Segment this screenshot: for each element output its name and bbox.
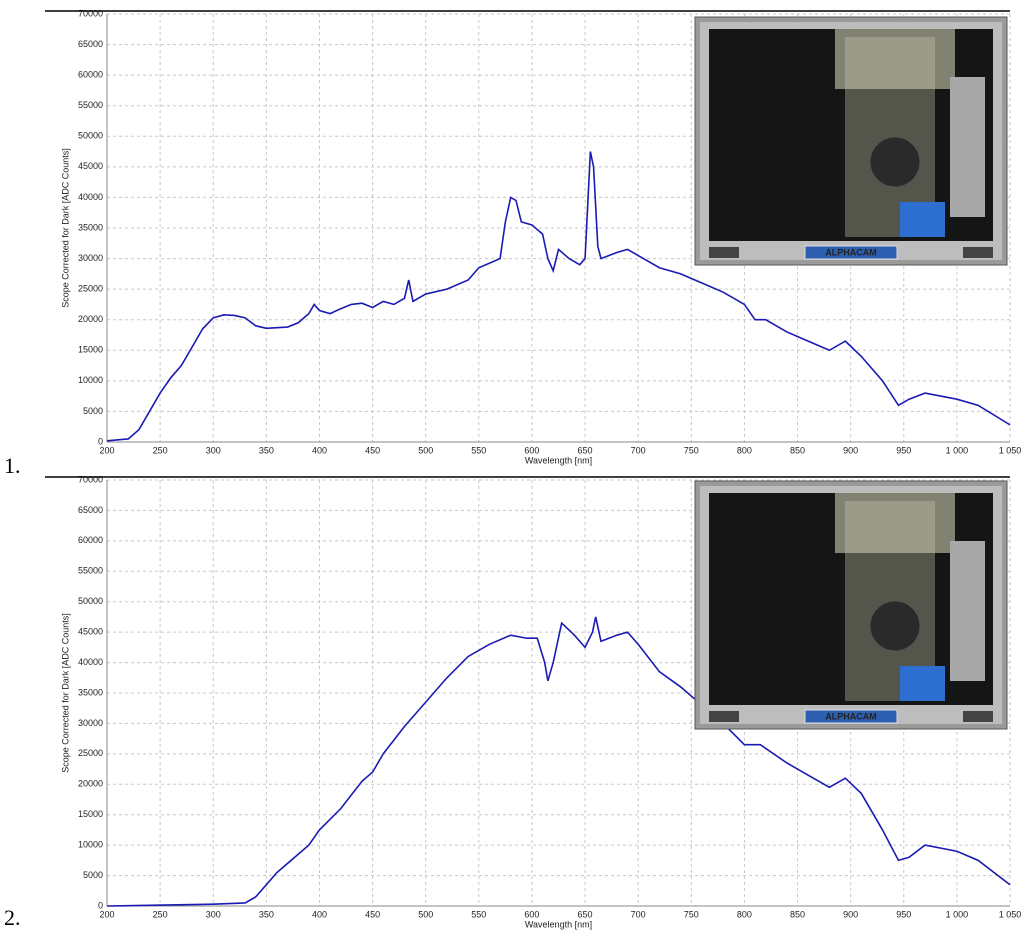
camera-block	[900, 202, 945, 237]
x-tick-label: 950	[896, 445, 911, 455]
x-tick-label: 400	[312, 445, 327, 455]
vent	[963, 711, 993, 722]
x-tick-label: 800	[737, 445, 752, 455]
x-tick-label: 200	[99, 445, 114, 455]
x-tick-label: 750	[684, 445, 699, 455]
x-tick-label: 300	[206, 909, 221, 919]
x-tick-label: 450	[365, 445, 380, 455]
caption-box	[804, 245, 898, 260]
camera-lens	[869, 136, 921, 188]
y-tick-label: 15000	[78, 809, 103, 819]
x-tick-label: 800	[737, 909, 752, 919]
x-tick-label: 400	[312, 909, 327, 919]
x-tick-label: 650	[578, 445, 593, 455]
y-tick-label: 70000	[78, 8, 103, 18]
x-tick-label: 850	[790, 909, 805, 919]
x-tick-label: 600	[524, 445, 539, 455]
y-tick-label: 25000	[78, 284, 103, 294]
vent	[709, 711, 739, 722]
x-tick-label: 700	[631, 445, 646, 455]
x-tick-label: 850	[790, 445, 805, 455]
camera-block	[900, 666, 945, 701]
x-tick-label: 1 050	[999, 445, 1021, 455]
camera-bright	[835, 493, 955, 553]
x-tick-label: 350	[259, 445, 274, 455]
inset-caption: ALPHACAM	[825, 247, 877, 257]
y-axis-title: Scope Corrected for Dark [ADC Counts]	[60, 613, 70, 773]
vent	[963, 247, 993, 258]
spectrum-line	[106, 151, 1011, 442]
y-tick-label: 60000	[78, 535, 103, 545]
camera-part	[950, 541, 985, 681]
y-tick-label: 70000	[78, 474, 103, 484]
y-tick-label: 40000	[78, 657, 103, 667]
caption-box	[804, 709, 898, 724]
camera-inset: ALPHACAM	[694, 16, 1008, 266]
y-tick-label: 55000	[78, 566, 103, 576]
x-tick-label: 700	[631, 909, 646, 919]
y-tick-label: 55000	[78, 100, 103, 110]
inset-caption: ALPHACAM	[825, 711, 877, 721]
x-tick-label: 750	[684, 909, 699, 919]
y-tick-label: 5000	[83, 870, 103, 880]
x-tick-label: 1 000	[946, 909, 969, 919]
y-tick-label: 45000	[78, 627, 103, 637]
y-tick-label: 30000	[78, 253, 103, 263]
camera-bright	[835, 29, 955, 89]
figure-label: 2.	[4, 905, 21, 930]
x-tick-label: 950	[896, 909, 911, 919]
y-tick-label: 45000	[78, 161, 103, 171]
y-tick-label: 50000	[78, 131, 103, 141]
y-tick-label: 30000	[78, 718, 103, 728]
y-tick-label: 20000	[78, 779, 103, 789]
y-tick-label: 25000	[78, 748, 103, 758]
y-tick-label: 60000	[78, 70, 103, 80]
x-tick-label: 550	[471, 909, 486, 919]
y-tick-label: 0	[98, 436, 103, 446]
x-tick-label: 600	[524, 909, 539, 919]
x-axis-title: Wavelength [nm]	[525, 455, 592, 465]
y-tick-label: 40000	[78, 192, 103, 202]
x-tick-label: 500	[418, 909, 433, 919]
x-tick-label: 1 000	[946, 445, 969, 455]
x-tick-label: 350	[259, 909, 274, 919]
y-tick-label: 65000	[78, 505, 103, 515]
x-tick-label: 250	[153, 909, 168, 919]
y-tick-label: 0	[98, 900, 103, 910]
figure-label: 1.	[4, 453, 21, 478]
camera-part	[950, 77, 985, 217]
camera-lens	[869, 600, 921, 652]
y-tick-label: 20000	[78, 314, 103, 324]
y-tick-label: 15000	[78, 345, 103, 355]
y-axis-title: Scope Corrected for Dark [ADC Counts]	[60, 148, 70, 308]
y-tick-label: 35000	[78, 687, 103, 697]
y-tick-label: 10000	[78, 375, 103, 385]
x-tick-label: 500	[418, 445, 433, 455]
camera-inset: ALPHACAM	[694, 480, 1008, 730]
x-tick-label: 250	[153, 445, 168, 455]
vent	[709, 247, 739, 258]
x-tick-label: 900	[843, 445, 858, 455]
x-axis-title: Wavelength [nm]	[525, 919, 592, 929]
y-tick-label: 10000	[78, 840, 103, 850]
y-tick-label: 35000	[78, 222, 103, 232]
spectrum-line	[106, 616, 1011, 907]
x-tick-label: 900	[843, 909, 858, 919]
x-tick-label: 450	[365, 909, 380, 919]
x-tick-label: 550	[471, 445, 486, 455]
y-tick-label: 5000	[83, 406, 103, 416]
y-tick-label: 65000	[78, 39, 103, 49]
x-tick-label: 650	[578, 909, 593, 919]
x-tick-label: 200	[99, 909, 114, 919]
y-tick-label: 50000	[78, 596, 103, 606]
x-tick-label: 1 050	[999, 909, 1021, 919]
x-tick-label: 300	[206, 445, 221, 455]
